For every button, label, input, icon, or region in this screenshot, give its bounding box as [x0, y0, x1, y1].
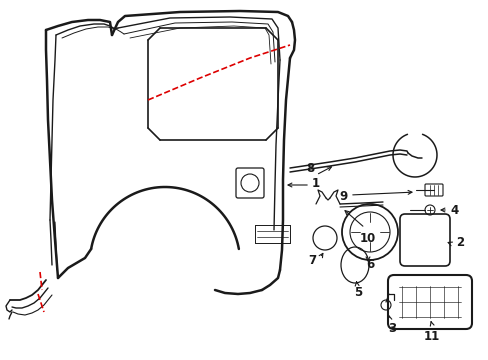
Text: 9: 9	[339, 189, 347, 202]
Text: 2: 2	[455, 235, 463, 248]
Text: 8: 8	[305, 162, 313, 175]
Text: 6: 6	[365, 257, 373, 270]
Text: 5: 5	[353, 285, 362, 298]
Text: 7: 7	[307, 253, 315, 266]
Text: 1: 1	[311, 176, 320, 189]
Text: 3: 3	[387, 321, 395, 334]
Text: 11: 11	[423, 329, 439, 342]
Text: 4: 4	[450, 203, 458, 216]
Text: 10: 10	[359, 231, 375, 244]
